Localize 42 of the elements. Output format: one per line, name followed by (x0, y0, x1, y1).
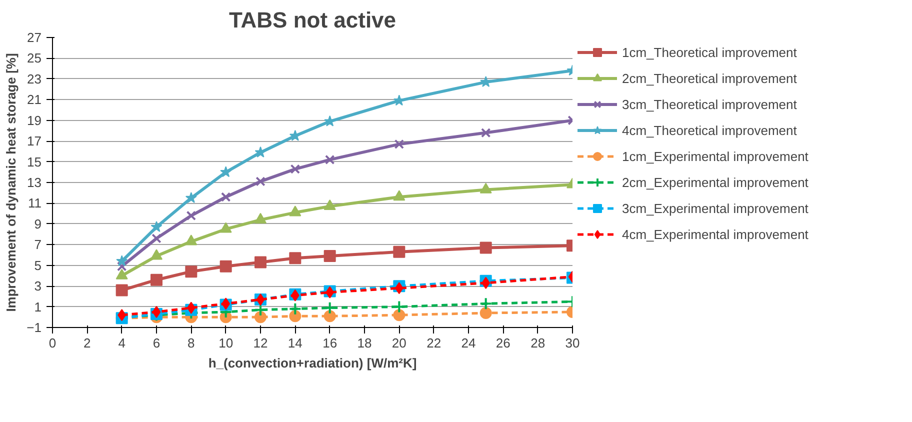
y-tick-label: 27 (27, 30, 42, 45)
x-tick-label: 20 (392, 336, 406, 350)
x-tick-label: 30 (565, 336, 580, 350)
legend-label: 1cm_Theoretical improvement (622, 44, 797, 60)
y-tick-label: 1 (34, 299, 42, 314)
x-tick-label: 6 (152, 336, 160, 350)
y-axis-title: Improvement of dynamic heat storage [%] (4, 53, 19, 312)
legend-label: 3cm_Experimental improvement (622, 200, 808, 216)
y-tick-label: 17 (27, 134, 42, 149)
legend-label: 1cm_Experimental improvement (622, 148, 808, 164)
y-tick-label: 11 (28, 196, 42, 211)
x-tick-label: 24 (461, 336, 476, 350)
y-tick-label: 3 (34, 278, 42, 294)
chart-title: TABS not active (228, 8, 396, 32)
y-tick-label: 15 (27, 154, 42, 170)
x-tick-label: 2 (84, 336, 91, 350)
y-tick-label: 21 (27, 92, 42, 108)
legend-label: 2cm_Experimental improvement (622, 174, 808, 190)
x-tick-label: 26 (496, 336, 510, 350)
y-tick-label: 23 (27, 71, 42, 86)
x-tick-label: 0 (48, 336, 56, 350)
y-tick-label: 7 (34, 237, 42, 252)
legend-label: 2cm_Theoretical improvement (622, 70, 797, 86)
x-tick-label: 10 (218, 336, 234, 350)
y-tick-label: 13 (27, 175, 42, 190)
y-tick-label: 5 (34, 258, 42, 273)
legend-label: 4cm_Experimental improvement (622, 226, 808, 242)
x-tick-label: 14 (288, 336, 302, 350)
x-tick-label: 28 (530, 336, 546, 350)
x-tick-label: 16 (322, 336, 338, 350)
y-tick-label: 9 (34, 216, 42, 232)
x-tick-label: 18 (357, 336, 372, 350)
legend-label: 3cm_Theoretical improvement (622, 96, 797, 112)
y-tick-label: 19 (27, 112, 42, 128)
x-tick-label: 4 (118, 336, 126, 350)
y-tick-label: 25 (27, 50, 42, 66)
x-tick-label: 12 (253, 336, 268, 350)
x-tick-label: 8 (188, 336, 195, 350)
x-axis-title: h_(convection+radiation) [W/m²K] (208, 356, 417, 370)
x-tick-label: 22 (426, 336, 442, 350)
legend-label: 4cm_Theoretical improvement (622, 122, 797, 138)
y-tick-label: −1 (26, 320, 42, 335)
